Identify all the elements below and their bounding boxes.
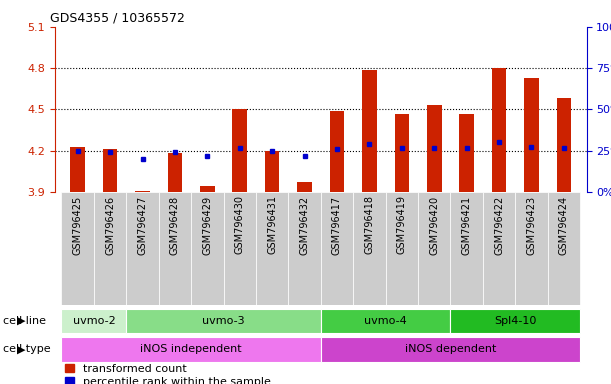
FancyBboxPatch shape xyxy=(159,192,191,305)
Bar xyxy=(298,182,312,192)
FancyBboxPatch shape xyxy=(126,192,159,305)
FancyBboxPatch shape xyxy=(483,192,515,305)
Bar xyxy=(395,114,409,192)
Text: iNOS dependent: iNOS dependent xyxy=(404,344,496,354)
Text: GSM796429: GSM796429 xyxy=(202,195,213,255)
FancyBboxPatch shape xyxy=(288,192,321,305)
Text: GDS4355 / 10365572: GDS4355 / 10365572 xyxy=(49,11,185,24)
Bar xyxy=(362,70,377,192)
Text: GSM796430: GSM796430 xyxy=(235,195,245,254)
FancyBboxPatch shape xyxy=(191,192,224,305)
Bar xyxy=(200,187,214,192)
FancyBboxPatch shape xyxy=(450,309,580,333)
Bar xyxy=(232,109,247,192)
Bar xyxy=(330,111,344,192)
FancyBboxPatch shape xyxy=(126,309,321,333)
Text: GSM796419: GSM796419 xyxy=(397,195,407,254)
Text: GSM796421: GSM796421 xyxy=(462,195,472,255)
Legend: transformed count, percentile rank within the sample: transformed count, percentile rank withi… xyxy=(60,359,275,384)
Text: GSM796431: GSM796431 xyxy=(267,195,277,254)
Bar xyxy=(427,105,442,192)
Bar xyxy=(103,149,117,192)
FancyBboxPatch shape xyxy=(515,192,547,305)
FancyBboxPatch shape xyxy=(256,192,288,305)
Bar xyxy=(135,190,150,192)
FancyBboxPatch shape xyxy=(62,337,321,362)
Text: ▶: ▶ xyxy=(17,344,26,354)
Text: ▶: ▶ xyxy=(17,316,26,326)
FancyBboxPatch shape xyxy=(62,309,126,333)
FancyBboxPatch shape xyxy=(450,192,483,305)
Text: Spl4-10: Spl4-10 xyxy=(494,316,536,326)
FancyBboxPatch shape xyxy=(94,192,126,305)
FancyBboxPatch shape xyxy=(62,192,94,305)
Bar xyxy=(70,147,85,192)
Text: GSM796427: GSM796427 xyxy=(137,195,147,255)
Text: iNOS independent: iNOS independent xyxy=(141,344,242,354)
Text: cell type: cell type xyxy=(3,344,51,354)
Text: cell line: cell line xyxy=(3,316,46,326)
FancyBboxPatch shape xyxy=(353,192,386,305)
Text: GSM796417: GSM796417 xyxy=(332,195,342,255)
Text: GSM796428: GSM796428 xyxy=(170,195,180,255)
Bar xyxy=(557,98,571,192)
Text: GSM796423: GSM796423 xyxy=(527,195,536,255)
Bar xyxy=(492,68,507,192)
Text: GSM796426: GSM796426 xyxy=(105,195,115,255)
FancyBboxPatch shape xyxy=(418,192,450,305)
Text: GSM796424: GSM796424 xyxy=(559,195,569,255)
Text: GSM796432: GSM796432 xyxy=(299,195,310,255)
Text: GSM796425: GSM796425 xyxy=(73,195,82,255)
FancyBboxPatch shape xyxy=(321,309,450,333)
Bar xyxy=(167,154,182,192)
Text: uvmo-3: uvmo-3 xyxy=(202,316,245,326)
FancyBboxPatch shape xyxy=(386,192,418,305)
Bar xyxy=(524,78,539,192)
Text: uvmo-2: uvmo-2 xyxy=(73,316,115,326)
FancyBboxPatch shape xyxy=(321,337,580,362)
FancyBboxPatch shape xyxy=(321,192,353,305)
FancyBboxPatch shape xyxy=(547,192,580,305)
Text: GSM796420: GSM796420 xyxy=(429,195,439,255)
Bar xyxy=(265,151,279,192)
FancyBboxPatch shape xyxy=(224,192,256,305)
Text: uvmo-4: uvmo-4 xyxy=(364,316,407,326)
Text: GSM796418: GSM796418 xyxy=(364,195,375,254)
Bar xyxy=(459,114,474,192)
Text: GSM796422: GSM796422 xyxy=(494,195,504,255)
